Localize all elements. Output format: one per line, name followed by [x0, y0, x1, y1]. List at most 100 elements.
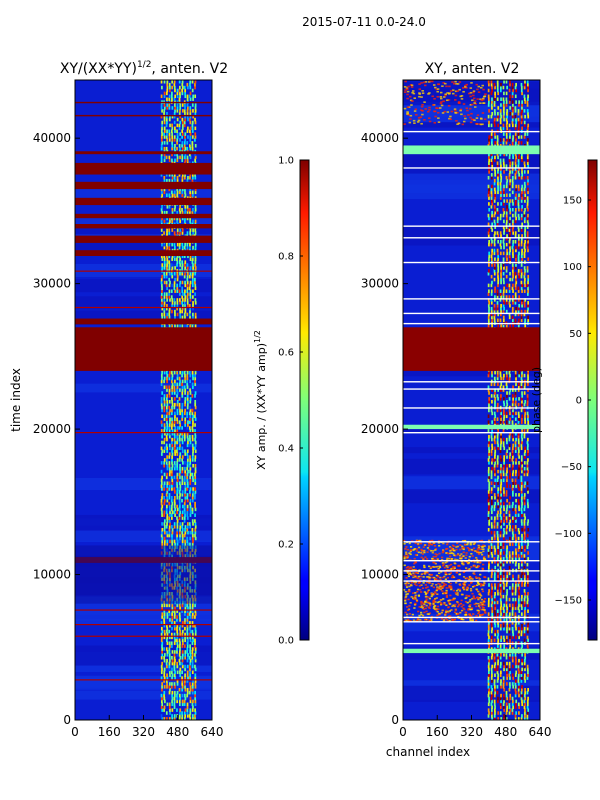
heatmap-cell	[181, 449, 184, 453]
heatmap-cell	[500, 493, 503, 497]
heatmap-cell	[176, 714, 179, 718]
heatmap-cell	[508, 469, 511, 474]
heatmap-cell	[160, 705, 163, 709]
heatmap-cell	[527, 688, 529, 692]
heatmap-cell	[160, 158, 163, 163]
heatmap-cell	[497, 178, 499, 183]
heatmap-cell	[179, 231, 181, 235]
heatmap-cell	[168, 641, 171, 645]
heatmap-cell	[527, 112, 529, 116]
heatmap-cell	[184, 708, 187, 712]
heatmap-cell	[493, 699, 496, 704]
heatmap-cell	[491, 222, 494, 227]
heatmap-cell	[179, 525, 182, 529]
heatmap-cell	[517, 240, 520, 244]
heatmap-cell	[194, 280, 196, 285]
heatmap-cell	[421, 607, 424, 609]
heatmap-cell	[178, 496, 181, 500]
heatmap-cell	[503, 501, 505, 506]
heatmap-cell	[524, 609, 526, 613]
heatmap-cell	[184, 176, 186, 180]
heatmap-cell	[189, 373, 192, 378]
heatmap-cell	[163, 667, 166, 672]
heatmap-cell	[505, 193, 508, 197]
heatmap-cell	[171, 615, 174, 619]
heatmap-cell	[515, 536, 517, 541]
heatmap-cell	[490, 257, 493, 261]
heatmap-cell	[163, 272, 166, 276]
heatmap-cell	[179, 228, 182, 232]
heatmap-cell	[176, 94, 179, 99]
heatmap-cell	[462, 604, 465, 606]
heatmap-cell	[186, 455, 189, 459]
heatmap-cell	[166, 437, 168, 442]
heatmap-cell	[168, 496, 171, 500]
heatmap-cell	[505, 481, 508, 485]
heatmap-cell	[515, 274, 517, 279]
heatmap-cell	[496, 216, 499, 221]
heatmap-cell	[499, 487, 502, 491]
heatmap-cell	[520, 498, 523, 503]
heatmap-cell	[512, 152, 514, 157]
heatmap-cell	[512, 138, 514, 142]
heatmap-cell	[508, 504, 511, 509]
heatmap-cell	[179, 696, 182, 701]
heatmap-cell	[184, 490, 187, 494]
heatmap-cell	[500, 434, 502, 439]
heatmap-cell	[512, 240, 515, 244]
heatmap-cell	[166, 231, 168, 235]
heatmap-cell	[189, 603, 192, 608]
heatmap-cell	[168, 260, 171, 264]
heatmap-cell	[163, 612, 166, 616]
left-colorbar: 0.00.20.40.60.81.0 XY amp. / (XX*YY amp)…	[253, 156, 310, 647]
heatmap-cell	[487, 472, 490, 477]
heatmap-cell	[491, 388, 493, 392]
heatmap-cell	[186, 464, 189, 468]
heatmap-cell	[521, 481, 523, 485]
heatmap-cell	[509, 472, 512, 477]
heatmap-cell	[496, 525, 499, 529]
heatmap-cell	[168, 612, 171, 616]
heatmap-cell	[499, 507, 502, 512]
heatmap-cell	[75, 197, 212, 206]
heatmap-cell	[524, 714, 526, 718]
heatmap-cell	[178, 126, 181, 131]
heatmap-cell	[509, 216, 511, 221]
heatmap-cell	[511, 402, 514, 407]
heatmap-cell	[494, 690, 497, 695]
heatmap-cell	[523, 638, 526, 643]
heatmap-cell	[75, 224, 212, 229]
heatmap-cell	[503, 653, 505, 657]
heatmap-cell	[189, 711, 192, 715]
heatmap-cell	[494, 402, 496, 407]
heatmap-cell	[494, 597, 496, 602]
heatmap-cell	[178, 490, 181, 494]
heatmap-cell	[171, 193, 174, 197]
heatmap-cell	[189, 717, 192, 720]
heatmap-cell	[496, 513, 499, 517]
heatmap-cell	[165, 679, 168, 683]
heatmap-cell	[488, 141, 491, 145]
heatmap-cell	[176, 504, 178, 509]
heatmap-cell	[509, 324, 512, 328]
heatmap-cell	[508, 516, 511, 520]
heatmap-cell	[173, 434, 176, 439]
heatmap-cell	[187, 469, 189, 474]
heatmap-cell	[161, 475, 163, 480]
left-title-main: XY/(XX*YY)	[60, 61, 137, 77]
heatmap-cell	[165, 405, 168, 410]
heatmap-cell	[192, 272, 194, 276]
heatmap-cell	[163, 539, 166, 544]
heatmap-cell	[418, 614, 421, 617]
heatmap-cell	[520, 577, 523, 581]
heatmap-cell	[487, 501, 490, 506]
heatmap-cell	[496, 458, 499, 462]
heatmap-cell	[189, 391, 192, 395]
heatmap-cell	[487, 528, 490, 532]
heatmap-cell	[176, 129, 178, 133]
heatmap-cell	[503, 626, 505, 631]
heatmap-cell	[490, 574, 493, 579]
heatmap-cell	[517, 126, 520, 131]
heatmap-cell	[405, 581, 409, 583]
heatmap-cell	[493, 187, 496, 192]
